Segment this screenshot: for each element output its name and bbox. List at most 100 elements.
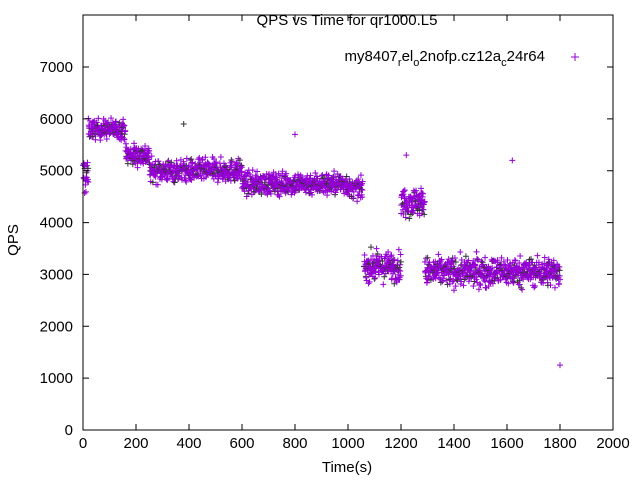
y-tick-label: 1000 xyxy=(40,370,73,387)
data-point xyxy=(489,264,496,271)
data-point xyxy=(243,193,250,200)
data-point xyxy=(400,188,407,195)
data-point xyxy=(258,191,265,198)
data-point xyxy=(424,254,431,261)
data-point xyxy=(372,274,379,281)
data-point xyxy=(276,193,283,200)
data-point xyxy=(460,282,467,289)
data-point xyxy=(103,136,110,143)
data-point xyxy=(411,188,418,195)
y-tick-label: 3000 xyxy=(40,266,73,283)
data-point xyxy=(509,157,516,164)
data-point xyxy=(361,251,368,258)
data-point xyxy=(479,261,486,268)
data-point xyxy=(292,131,298,138)
data-point xyxy=(460,271,467,278)
data-point xyxy=(440,275,447,282)
data-point xyxy=(189,160,196,167)
data-point xyxy=(146,147,153,154)
data-point xyxy=(187,176,194,183)
data-point xyxy=(386,258,393,265)
data-point xyxy=(517,253,524,260)
data-point xyxy=(450,277,457,284)
data-point xyxy=(477,267,484,274)
data-point xyxy=(531,284,538,291)
data-point xyxy=(149,179,156,186)
y-tick-label: 6000 xyxy=(40,111,73,128)
data-point xyxy=(246,171,253,178)
data-point xyxy=(545,256,552,263)
data-point xyxy=(399,191,406,198)
data-point xyxy=(205,160,212,167)
data-point xyxy=(438,256,445,263)
data-point xyxy=(556,267,563,274)
data-point xyxy=(249,167,256,174)
x-tick-label: 0 xyxy=(79,435,87,452)
data-point xyxy=(541,254,548,261)
data-point xyxy=(520,276,527,283)
data-point xyxy=(555,281,562,288)
legend: my8407relo2nofp.cz12ac24r64 xyxy=(345,48,579,69)
data-point xyxy=(420,206,427,213)
y-tick-label: 0 xyxy=(65,422,73,439)
data-point xyxy=(97,137,104,144)
data-point xyxy=(397,272,404,279)
data-point xyxy=(245,190,252,197)
data-point xyxy=(448,267,455,274)
data-point xyxy=(122,140,129,147)
data-point xyxy=(418,185,425,192)
data-point xyxy=(454,277,461,284)
data-point xyxy=(410,207,417,214)
data-point xyxy=(475,286,482,293)
data-point xyxy=(183,178,190,185)
data-point xyxy=(519,286,526,293)
data-point xyxy=(217,153,224,160)
data-point xyxy=(122,127,129,134)
data-point xyxy=(470,257,477,264)
data-point xyxy=(535,259,542,266)
y-tick-label: 7000 xyxy=(40,59,73,76)
data-point xyxy=(85,179,92,186)
data-point xyxy=(366,278,373,285)
data-point xyxy=(241,188,248,195)
data-point xyxy=(397,258,404,265)
data-point xyxy=(452,283,459,290)
data-point xyxy=(358,186,365,193)
data-point xyxy=(451,269,458,276)
data-point xyxy=(395,246,402,253)
data-point xyxy=(505,280,512,287)
data-point xyxy=(120,122,127,129)
data-point xyxy=(367,244,374,251)
data-point xyxy=(357,172,364,179)
data-point xyxy=(84,159,91,166)
data-point xyxy=(380,281,387,288)
data-point xyxy=(397,251,404,258)
chart-title: QPS vs Time for qr1000.L5 xyxy=(257,12,438,29)
data-point xyxy=(279,168,286,175)
data-point xyxy=(470,283,477,290)
data-point xyxy=(267,190,274,197)
data-point xyxy=(458,278,465,285)
data-point xyxy=(91,130,98,137)
x-tick-label: 1800 xyxy=(543,435,576,452)
data-point xyxy=(180,121,187,128)
data-point xyxy=(368,256,375,263)
data-point xyxy=(123,144,130,151)
data-point xyxy=(307,172,314,179)
data-point xyxy=(557,362,563,369)
data-point xyxy=(215,175,222,182)
plot-area xyxy=(80,115,564,369)
data-point xyxy=(405,199,412,206)
data-point xyxy=(342,177,349,184)
data-point xyxy=(451,255,458,262)
data-point xyxy=(202,154,209,161)
data-point xyxy=(376,271,382,278)
data-point xyxy=(309,191,316,198)
x-tick-label: 600 xyxy=(229,435,254,452)
data-point xyxy=(406,215,413,222)
data-point xyxy=(372,268,379,275)
data-point xyxy=(421,198,428,205)
data-point xyxy=(170,178,177,185)
data-point xyxy=(142,142,149,149)
